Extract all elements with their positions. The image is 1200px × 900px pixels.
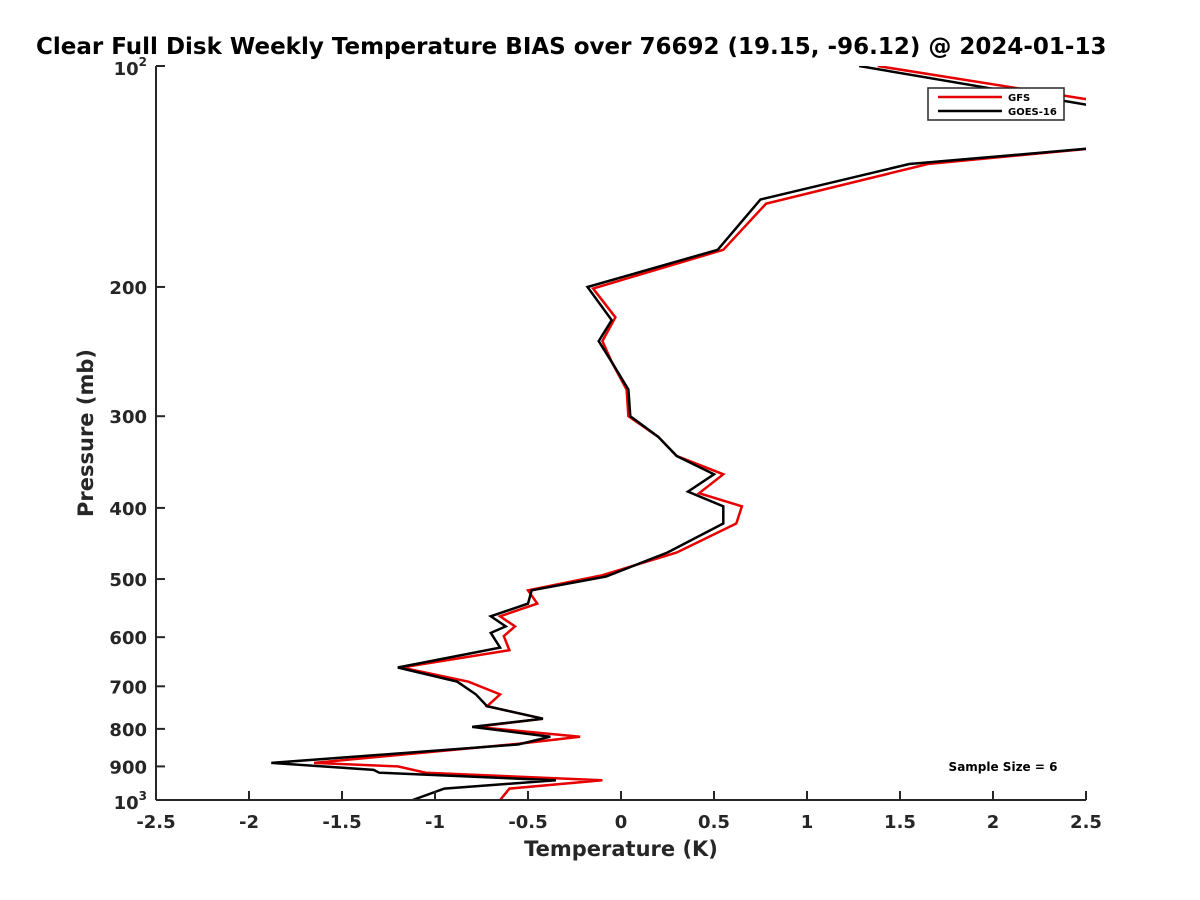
x-tick-label: -1 xyxy=(425,812,445,833)
x-tick-label: 0.5 xyxy=(698,812,730,833)
y-tick-label: 800 xyxy=(109,720,147,741)
x-tick-label: 1.5 xyxy=(884,812,916,833)
y-tick-label: 600 xyxy=(109,628,147,649)
x-tick-label: 2 xyxy=(987,812,1000,833)
y-tick-label: 400 xyxy=(109,499,147,520)
y-tick-label: 900 xyxy=(109,757,147,778)
ticks-layer: -2.5 -2 -1.5 -1 -0.5 0 0.5 1 1.5 2 2.5102200300400… xyxy=(109,55,1102,833)
y-axis-label: Pressure (mb) xyxy=(74,349,98,517)
y-tick-label: 102 xyxy=(114,55,147,80)
plot-area xyxy=(156,66,1086,800)
y-tick-label: 200 xyxy=(109,278,147,299)
series-layer xyxy=(271,66,1086,800)
legend-box xyxy=(927,87,1065,121)
y-tick-base: 10 xyxy=(114,793,139,814)
x-tick-label: -2 xyxy=(239,812,259,833)
x-tick-label: 0 xyxy=(615,812,628,833)
y-tick-exponent: 3 xyxy=(139,789,147,803)
y-tick-label: 103 xyxy=(114,789,147,814)
y-tick-label: 700 xyxy=(109,677,147,698)
x-tick-label: 1 xyxy=(801,812,814,833)
chart-title: Clear Full Disk Weekly Temperature BIAS … xyxy=(36,34,1106,60)
series-line-gfs xyxy=(313,66,1086,800)
legend-label: GOES-16 xyxy=(1008,107,1057,118)
series-line-goes-16 xyxy=(271,66,1086,800)
legend: GFS GOES-16 xyxy=(927,87,1065,121)
y-tick-exponent: 2 xyxy=(139,55,147,69)
x-tick-label: -2.5 xyxy=(136,812,175,833)
x-axis-label: Temperature (K) xyxy=(524,837,718,861)
legend-label: GFS xyxy=(1008,93,1030,104)
x-tick-label: 2.5 xyxy=(1070,812,1102,833)
y-tick-base: 10 xyxy=(114,59,139,80)
x-tick-label: -1.5 xyxy=(322,812,361,833)
y-tick-label: 500 xyxy=(109,570,147,591)
x-tick-label: -0.5 xyxy=(508,812,547,833)
sample-size-label: Sample Size = 6 xyxy=(949,760,1058,774)
y-tick-label: 300 xyxy=(109,407,147,428)
